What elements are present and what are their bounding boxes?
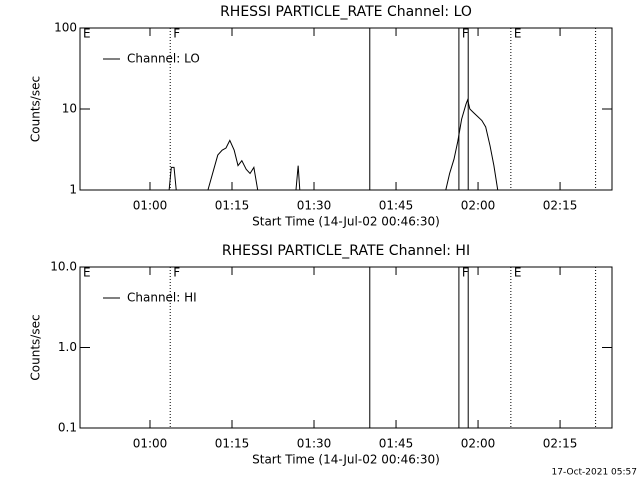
x-tick-label: 02:00 (461, 437, 496, 451)
y-axis-label: Counts/sec (29, 76, 43, 142)
x-tick-label: 01:30 (297, 199, 332, 213)
flag-label: E (83, 266, 91, 280)
flag-label: F (462, 27, 469, 41)
x-tick-label: 01:15 (215, 199, 250, 213)
x-tick-label: 02:00 (461, 199, 496, 213)
flag-label: E (83, 27, 91, 41)
x-tick-label: 02:15 (543, 199, 578, 213)
data-line (168, 98, 499, 191)
chart-title: RHESSI PARTICLE_RATE Channel: HI (222, 243, 470, 259)
legend-label: Channel: LO (127, 52, 200, 66)
chart-title: RHESSI PARTICLE_RATE Channel: LO (220, 4, 472, 20)
x-tick-label: 01:00 (133, 199, 168, 213)
flag-label: F (173, 27, 180, 41)
flag-label: F (173, 266, 180, 280)
x-tick-label: 01:45 (379, 199, 414, 213)
y-tick-label: 0.1 (58, 421, 77, 435)
y-axis-label: Counts/sec (29, 314, 43, 380)
y-tick-label: 1.0 (58, 340, 77, 354)
flag-label: E (514, 27, 522, 41)
y-tick-label: 10.0 (50, 260, 77, 274)
y-tick-label: 10 (62, 102, 77, 116)
x-tick-label: 01:00 (133, 437, 168, 451)
x-axis-label: Start Time (14-Jul-02 00:46:30) (252, 453, 440, 467)
x-tick-label: 01:30 (297, 437, 332, 451)
legend-label: Channel: HI (127, 291, 197, 305)
y-tick-label: 1 (69, 183, 77, 197)
x-axis-label: Start Time (14-Jul-02 00:46:30) (252, 215, 440, 229)
x-tick-label: 01:45 (379, 437, 414, 451)
x-tick-label: 02:15 (543, 437, 578, 451)
y-tick-label: 100 (54, 21, 77, 35)
x-tick-label: 01:15 (215, 437, 250, 451)
flag-label: F (462, 266, 469, 280)
footer: 17-Oct-2021 05:57 (552, 468, 637, 478)
flag-label: E (514, 266, 522, 280)
